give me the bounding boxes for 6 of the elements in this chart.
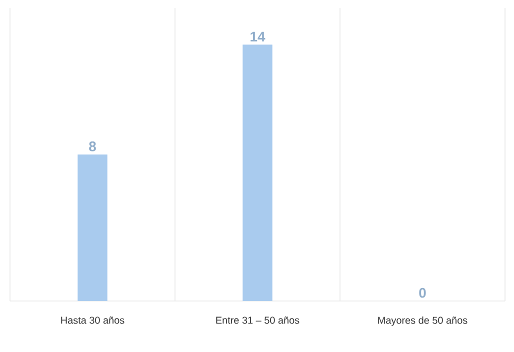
data-label: 8 — [89, 141, 96, 152]
x-tick-label: Hasta 30 años — [61, 316, 124, 324]
x-tick-label: Entre 31 – 50 años — [216, 316, 300, 324]
data-label: 14 — [250, 32, 266, 42]
x-tick-label: Mayores de 50 años — [378, 316, 468, 326]
data-label: 0 — [419, 288, 426, 298]
